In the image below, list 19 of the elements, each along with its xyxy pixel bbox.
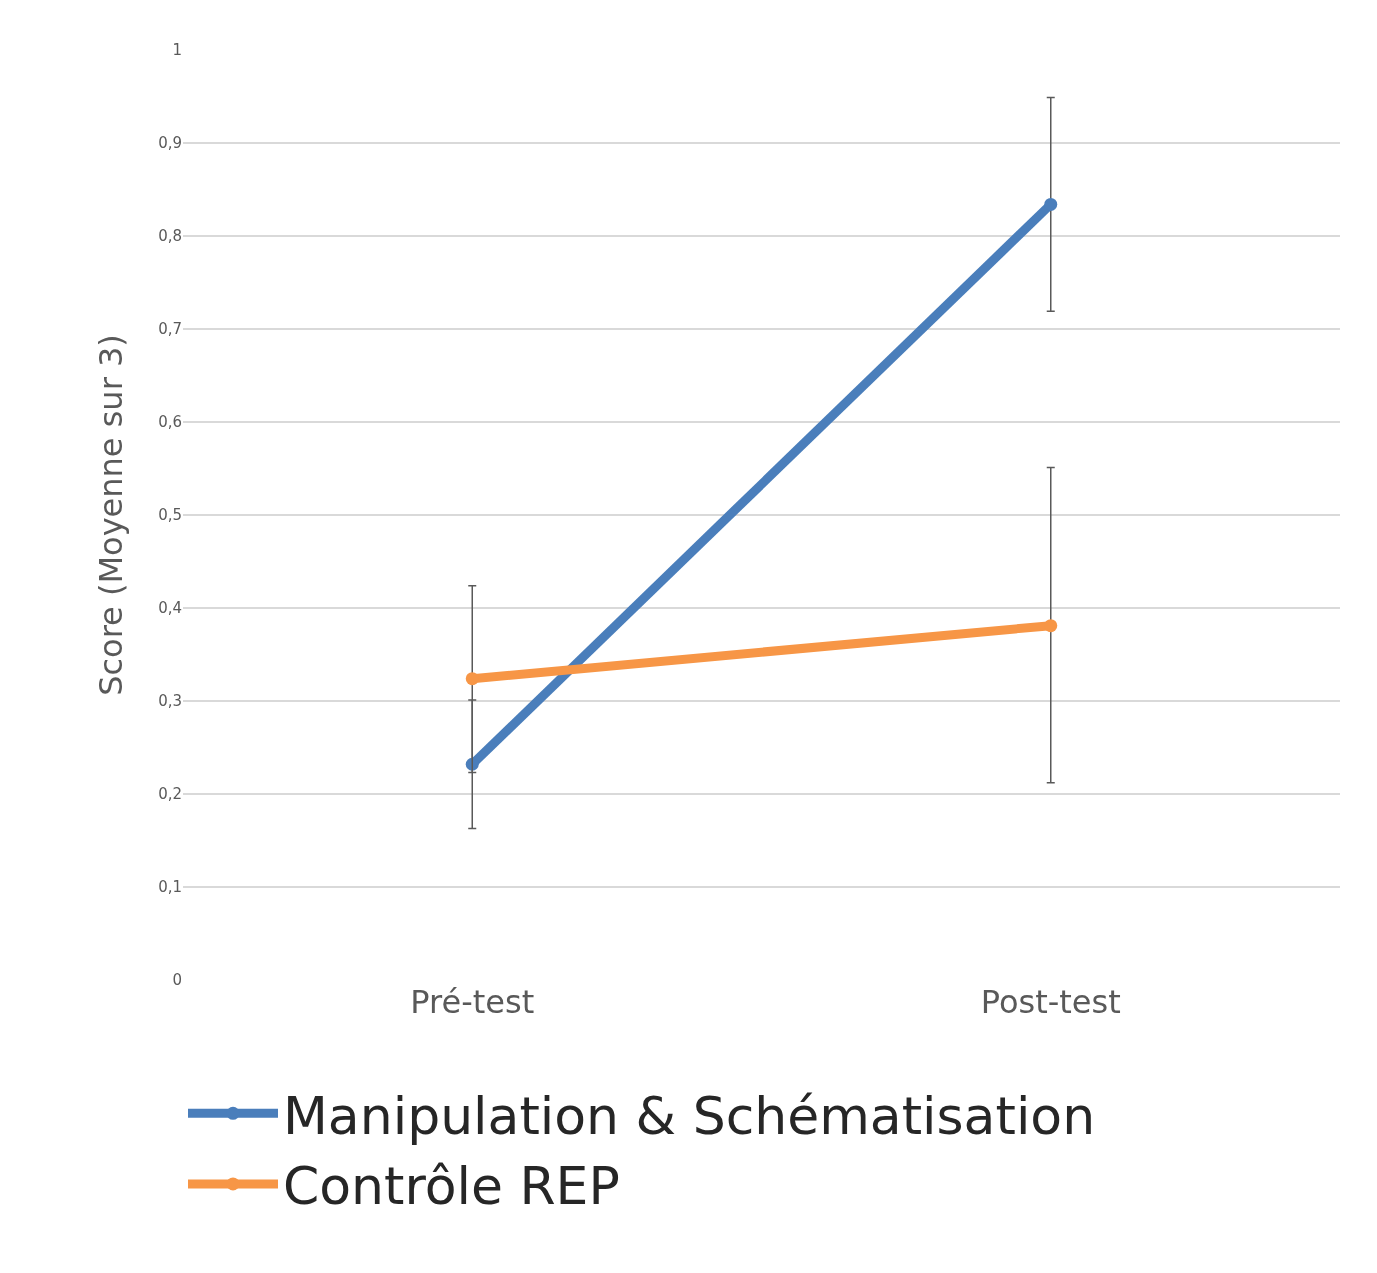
y-tick-label: 1 xyxy=(172,41,182,60)
point xyxy=(465,672,479,686)
y-tick-label: 0,2 xyxy=(158,785,182,804)
y-tick-label: 0,8 xyxy=(158,227,182,246)
y-tick-label: 0,7 xyxy=(158,320,182,339)
y-tick-label: 0,9 xyxy=(158,134,182,153)
y-tick-label: 0,5 xyxy=(158,506,182,525)
y-tick-label: 0,6 xyxy=(158,413,182,432)
legend-label: Manipulation & Schématisation xyxy=(283,1085,1096,1146)
point xyxy=(1044,619,1058,633)
y-tick-label: 0 xyxy=(172,971,182,990)
legend-label: Contrôle REP xyxy=(283,1156,620,1217)
y-tick-label: 0,3 xyxy=(158,692,182,711)
x-tick-label: Pré-test xyxy=(410,983,535,1021)
y-tick-label: 0,1 xyxy=(158,878,182,897)
point xyxy=(1044,197,1058,211)
x-tick-label: Post-test xyxy=(980,983,1121,1021)
y-tick-label: 0,4 xyxy=(158,599,182,618)
y-axis-title: Score (Moyenne sur 3) xyxy=(92,334,131,696)
